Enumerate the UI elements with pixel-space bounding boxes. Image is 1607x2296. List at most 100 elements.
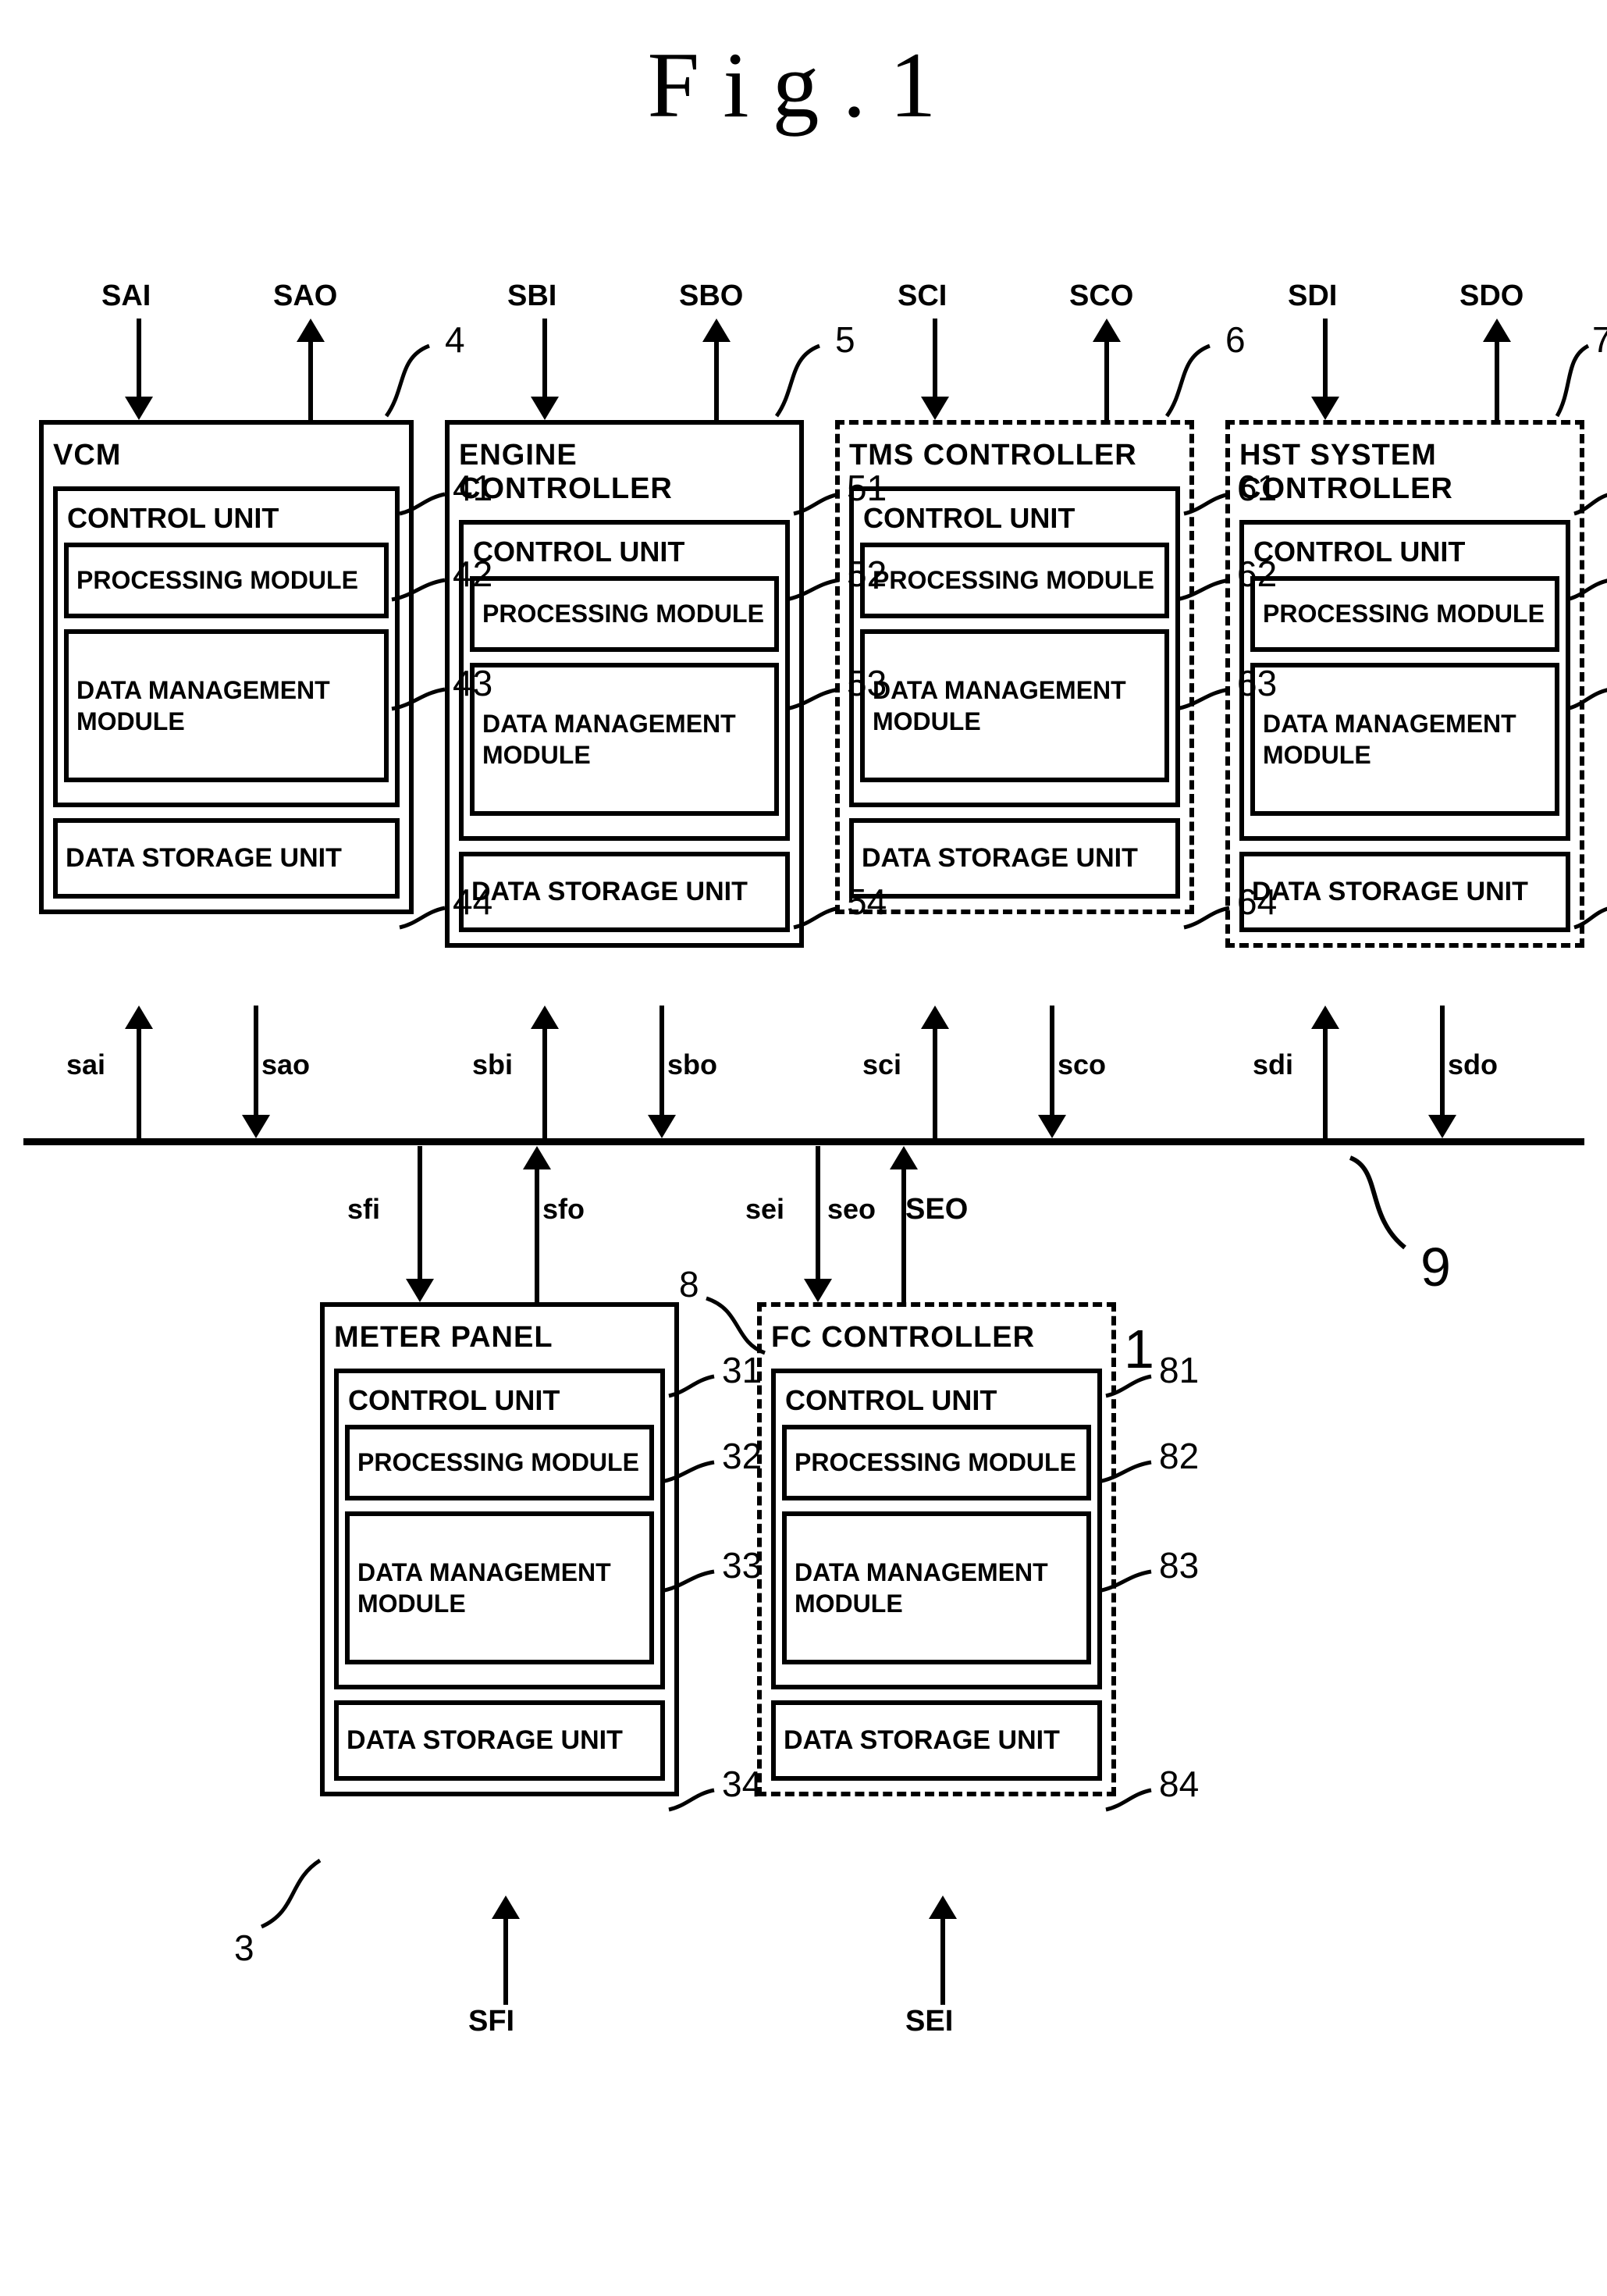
ldr-81 bbox=[1104, 1372, 1159, 1404]
tms-storage: DATA STORAGE UNIT bbox=[849, 818, 1180, 899]
ldr-3 bbox=[258, 1856, 328, 1935]
tms-box: TMS CONTROLLER CONTROL UNIT PROCESSING M… bbox=[835, 420, 1194, 914]
hst-data-mgmt-module: DATA MANAGEMENT MODULE bbox=[1250, 663, 1559, 816]
vcm-processing-module: PROCESSING MODULE bbox=[64, 543, 389, 618]
ref-3: 3 bbox=[234, 1927, 254, 1969]
ref-84: 84 bbox=[1159, 1763, 1199, 1805]
label-sai-bus: sai bbox=[66, 1048, 105, 1081]
ldr-31 bbox=[667, 1372, 722, 1404]
arrow-sco bbox=[1093, 319, 1121, 420]
tms-cu-title: CONTROL UNIT bbox=[860, 502, 1169, 543]
label-sbi-bus: sbi bbox=[472, 1048, 513, 1081]
meter-cu-title: CONTROL UNIT bbox=[345, 1384, 654, 1425]
label-sdi: SDI bbox=[1288, 279, 1337, 313]
hst-cu-title: CONTROL UNIT bbox=[1250, 536, 1559, 576]
vcm-storage: DATA STORAGE UNIT bbox=[53, 818, 400, 899]
vcm-control-unit: CONTROL UNIT PROCESSING MODULE DATA MANA… bbox=[53, 486, 400, 807]
ref-62: 62 bbox=[1237, 553, 1277, 595]
arrow-sfi-ext bbox=[492, 1896, 520, 2005]
label-seo-ext: SEO bbox=[905, 1193, 968, 1226]
ref-4: 4 bbox=[445, 319, 465, 361]
label-sbo-bus: sbo bbox=[667, 1048, 717, 1081]
tms-data-mgmt-module: DATA MANAGEMENT MODULE bbox=[860, 629, 1169, 782]
ldr-6 bbox=[1163, 342, 1225, 420]
arrow-sao bbox=[297, 319, 325, 420]
arrow-sci-bus bbox=[921, 1006, 949, 1138]
ldr-62 bbox=[1175, 576, 1237, 607]
hst-processing-module: PROCESSING MODULE bbox=[1250, 576, 1559, 652]
arrow-sei-ext bbox=[929, 1896, 957, 2005]
meter-title: METER PANEL bbox=[325, 1307, 674, 1362]
fc-data-mgmt-module: DATA MANAGEMENT MODULE bbox=[782, 1511, 1091, 1664]
arrow-sai-bus bbox=[125, 1006, 153, 1138]
figure-title: Fig.1 bbox=[23, 31, 1584, 139]
fc-title: FC CONTROLLER bbox=[762, 1307, 1111, 1362]
label-seo-bus: seo bbox=[827, 1193, 876, 1226]
hst-title: HST SYSTEM CONTROLLER bbox=[1230, 425, 1580, 514]
ldr-41 bbox=[398, 490, 453, 521]
tms-processing-module: PROCESSING MODULE bbox=[860, 543, 1169, 618]
ldr-34 bbox=[667, 1786, 722, 1817]
arrow-sci bbox=[921, 319, 949, 420]
ldr-73 bbox=[1565, 685, 1607, 717]
label-sdi-bus: sdi bbox=[1253, 1048, 1293, 1081]
vcm-box: VCM CONTROL UNIT PROCESSING MODULE DATA … bbox=[39, 420, 414, 914]
ref-42: 42 bbox=[453, 553, 492, 595]
label-sao-bus: sao bbox=[261, 1048, 310, 1081]
label-sdo-bus: sdo bbox=[1448, 1048, 1498, 1081]
label-sfo-bus: sfo bbox=[542, 1193, 585, 1226]
vcm-cu-title: CONTROL UNIT bbox=[64, 502, 389, 543]
ldr-63 bbox=[1175, 685, 1237, 717]
arrow-sdi-bus bbox=[1311, 1006, 1339, 1138]
meter-processing-module: PROCESSING MODULE bbox=[345, 1425, 654, 1500]
ldr-82 bbox=[1097, 1458, 1159, 1490]
ref-1: 1 bbox=[1124, 1318, 1154, 1380]
meter-control-unit: CONTROL UNIT PROCESSING MODULE DATA MANA… bbox=[334, 1369, 665, 1689]
ldr-61 bbox=[1182, 490, 1237, 521]
arrow-sbi-bus bbox=[531, 1006, 559, 1138]
diagram-root: 9 1 VCM CONTROL UNIT PROCESSING MODULE D… bbox=[23, 186, 1584, 2216]
ref-5: 5 bbox=[835, 319, 855, 361]
ref-44: 44 bbox=[453, 881, 492, 923]
ldr-43 bbox=[390, 685, 453, 717]
ref-43: 43 bbox=[453, 662, 492, 704]
ldr-52 bbox=[784, 576, 847, 607]
label-sfi-bus: sfi bbox=[347, 1193, 380, 1226]
vcm-data-mgmt-module: DATA MANAGEMENT MODULE bbox=[64, 629, 389, 782]
ldr-54 bbox=[792, 904, 847, 935]
ref-32: 32 bbox=[722, 1435, 762, 1477]
vcm-title: VCM bbox=[44, 425, 409, 480]
ref-63: 63 bbox=[1237, 662, 1277, 704]
hst-storage: DATA STORAGE UNIT bbox=[1239, 852, 1570, 932]
label-sci-bus: sci bbox=[862, 1048, 901, 1081]
label-sao: SAO bbox=[273, 279, 337, 313]
ref-6: 6 bbox=[1225, 319, 1246, 361]
ref-51: 51 bbox=[847, 467, 887, 509]
ref-64: 64 bbox=[1237, 881, 1277, 923]
engine-cu-title: CONTROL UNIT bbox=[470, 536, 779, 576]
ldr-51 bbox=[792, 490, 847, 521]
ref-52: 52 bbox=[847, 553, 887, 595]
engine-title: ENGINE CONTROLLER bbox=[450, 425, 799, 514]
ldr-64 bbox=[1182, 904, 1237, 935]
ldr-72 bbox=[1565, 576, 1607, 607]
ldr-44 bbox=[398, 904, 453, 935]
tms-title: TMS CONTROLLER bbox=[840, 425, 1189, 480]
ref-34: 34 bbox=[722, 1763, 762, 1805]
ref-54: 54 bbox=[847, 881, 887, 923]
ldr-42 bbox=[390, 576, 453, 607]
label-sdo: SDO bbox=[1459, 279, 1523, 313]
label-sco: SCO bbox=[1069, 279, 1133, 313]
ldr-33 bbox=[660, 1568, 722, 1599]
label-sei-bus: sei bbox=[745, 1193, 784, 1226]
arrow-sfi-bus bbox=[406, 1146, 434, 1302]
arrow-sbi bbox=[531, 319, 559, 420]
hst-box: HST SYSTEM CONTROLLER CONTROL UNIT PROCE… bbox=[1225, 420, 1584, 948]
label-sai: SAI bbox=[101, 279, 151, 313]
ldr-5 bbox=[773, 342, 835, 420]
engine-processing-module: PROCESSING MODULE bbox=[470, 576, 779, 652]
hst-control-unit: CONTROL UNIT PROCESSING MODULE DATA MANA… bbox=[1239, 520, 1570, 841]
engine-box: ENGINE CONTROLLER CONTROL UNIT PROCESSIN… bbox=[445, 420, 804, 948]
engine-control-unit: CONTROL UNIT PROCESSING MODULE DATA MANA… bbox=[459, 520, 790, 841]
meter-storage: DATA STORAGE UNIT bbox=[334, 1700, 665, 1781]
